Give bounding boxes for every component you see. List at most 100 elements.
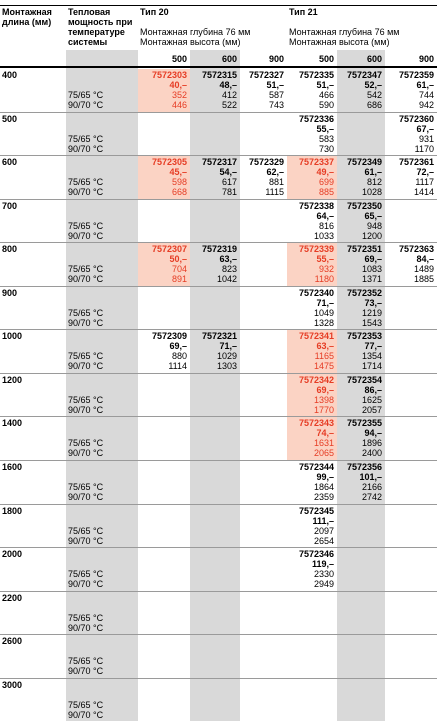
heat-output: 730 xyxy=(318,143,334,154)
row-rule xyxy=(0,242,437,244)
heat-output: 885 xyxy=(318,187,334,198)
price: 67,– xyxy=(416,123,434,134)
row-rule xyxy=(0,329,437,331)
type-subtitle: Монтажная высота (мм) xyxy=(140,37,241,47)
heat-output: 1049 xyxy=(313,307,334,318)
row-rule xyxy=(0,459,437,461)
row-rule xyxy=(0,547,437,549)
height-header: 600 xyxy=(221,54,237,64)
price: 51,– xyxy=(316,80,334,90)
column-shade xyxy=(66,50,138,721)
article-number: 7572354 xyxy=(346,374,382,385)
heat-output: 1543 xyxy=(361,317,382,328)
header-rule xyxy=(0,66,437,68)
article-number: 7572363 xyxy=(398,244,434,255)
article-number: 7572309 xyxy=(151,331,187,342)
heat-output: 466 xyxy=(318,90,334,100)
heat-output: 446 xyxy=(171,100,187,110)
temp-label: 75/65 °C xyxy=(68,351,104,362)
heat-output: 1117 xyxy=(415,177,434,188)
price: 94,– xyxy=(364,428,382,439)
heat-output: 948 xyxy=(366,220,382,231)
price: 55,– xyxy=(316,123,334,134)
temp-label: 75/65 °C xyxy=(68,438,104,449)
article-number: 7572341 xyxy=(298,331,334,342)
length-label: 2200 xyxy=(2,592,23,603)
heat-output: 2359 xyxy=(313,491,334,502)
row-rule xyxy=(0,634,437,636)
heat-output: 781 xyxy=(221,187,237,198)
heat-output: 2949 xyxy=(313,579,334,590)
article-number: 7572344 xyxy=(298,461,334,472)
highlight-cell xyxy=(138,156,190,199)
article-number: 7572307 xyxy=(151,244,187,255)
row-rule xyxy=(0,111,437,113)
article-number: 7572317 xyxy=(201,157,237,168)
heat-output: 1864 xyxy=(313,481,334,492)
header-rule xyxy=(0,5,437,6)
heat-output: 1354 xyxy=(361,351,382,362)
temp-label: 75/65 °C xyxy=(68,525,104,536)
heat-output: 1625 xyxy=(361,394,382,405)
price: 40,– xyxy=(169,80,187,90)
height-header: 900 xyxy=(418,54,434,64)
temp-label: 75/65 °C xyxy=(68,264,104,275)
heat-output: 1114 xyxy=(168,361,187,372)
height-header: 500 xyxy=(171,54,187,64)
heat-output: 1714 xyxy=(361,361,382,372)
article-number: 7572336 xyxy=(298,113,334,124)
length-label: 1800 xyxy=(2,505,23,516)
price: 101,– xyxy=(359,471,382,482)
price: 62,– xyxy=(266,167,284,178)
article-number: 7572343 xyxy=(298,418,334,429)
article-number: 7572327 xyxy=(248,70,284,80)
article-number: 7572352 xyxy=(346,287,382,298)
price: 71,– xyxy=(219,341,237,352)
heat-output: 590 xyxy=(318,100,334,110)
heat-output: 1170 xyxy=(414,143,434,154)
type-title: Тип 21 xyxy=(289,7,318,17)
temp-label: 90/70 °C xyxy=(68,709,104,720)
heat-output: 1631 xyxy=(313,438,334,449)
temp-label: 75/65 °C xyxy=(68,307,104,318)
article-number: 7572337 xyxy=(298,157,334,168)
price: 111,– xyxy=(312,515,334,526)
heat-output: 2057 xyxy=(361,404,382,415)
height-header: 500 xyxy=(318,54,334,64)
heat-output: 744 xyxy=(418,90,434,100)
column-shade xyxy=(337,50,385,721)
height-header: 600 xyxy=(366,54,382,64)
highlight-cell xyxy=(138,69,190,112)
heat-output: 1414 xyxy=(413,187,434,198)
price: 73,– xyxy=(364,297,382,308)
highlight-cell xyxy=(287,373,337,417)
length-label: 500 xyxy=(2,113,18,124)
article-number: 7572349 xyxy=(346,157,382,168)
highlight-cell xyxy=(138,243,190,286)
price: 71,– xyxy=(316,297,334,308)
temp-label: 75/65 °C xyxy=(68,394,104,405)
temp-label: 75/65 °C xyxy=(68,481,104,492)
temp-label: 75/65 °C xyxy=(68,177,104,188)
heat-output: 881 xyxy=(268,177,284,188)
heat-output: 1328 xyxy=(313,317,334,328)
temp-label: 75/65 °C xyxy=(68,133,104,144)
temp-label: 75/65 °C xyxy=(68,612,104,623)
heat-output: 686 xyxy=(366,100,382,110)
header-power: Тепловая мощность при температуре систем… xyxy=(68,7,133,47)
length-label: 3000 xyxy=(2,679,23,690)
heat-output: 668 xyxy=(171,187,187,198)
price: 45,– xyxy=(169,167,187,178)
price: 119,– xyxy=(311,559,334,570)
article-number: 7572355 xyxy=(346,418,382,429)
heat-output: 352 xyxy=(171,90,187,100)
row-rule xyxy=(0,503,437,505)
article-number: 7572342 xyxy=(298,374,334,385)
temp-label: 75/65 °C xyxy=(68,699,104,710)
row-rule xyxy=(0,677,437,679)
heat-output: 1398 xyxy=(313,394,334,405)
temp-label: 90/70 °C xyxy=(68,535,104,546)
header-length: Монтажная длина (мм) xyxy=(2,7,52,27)
heat-output: 1083 xyxy=(361,264,382,275)
